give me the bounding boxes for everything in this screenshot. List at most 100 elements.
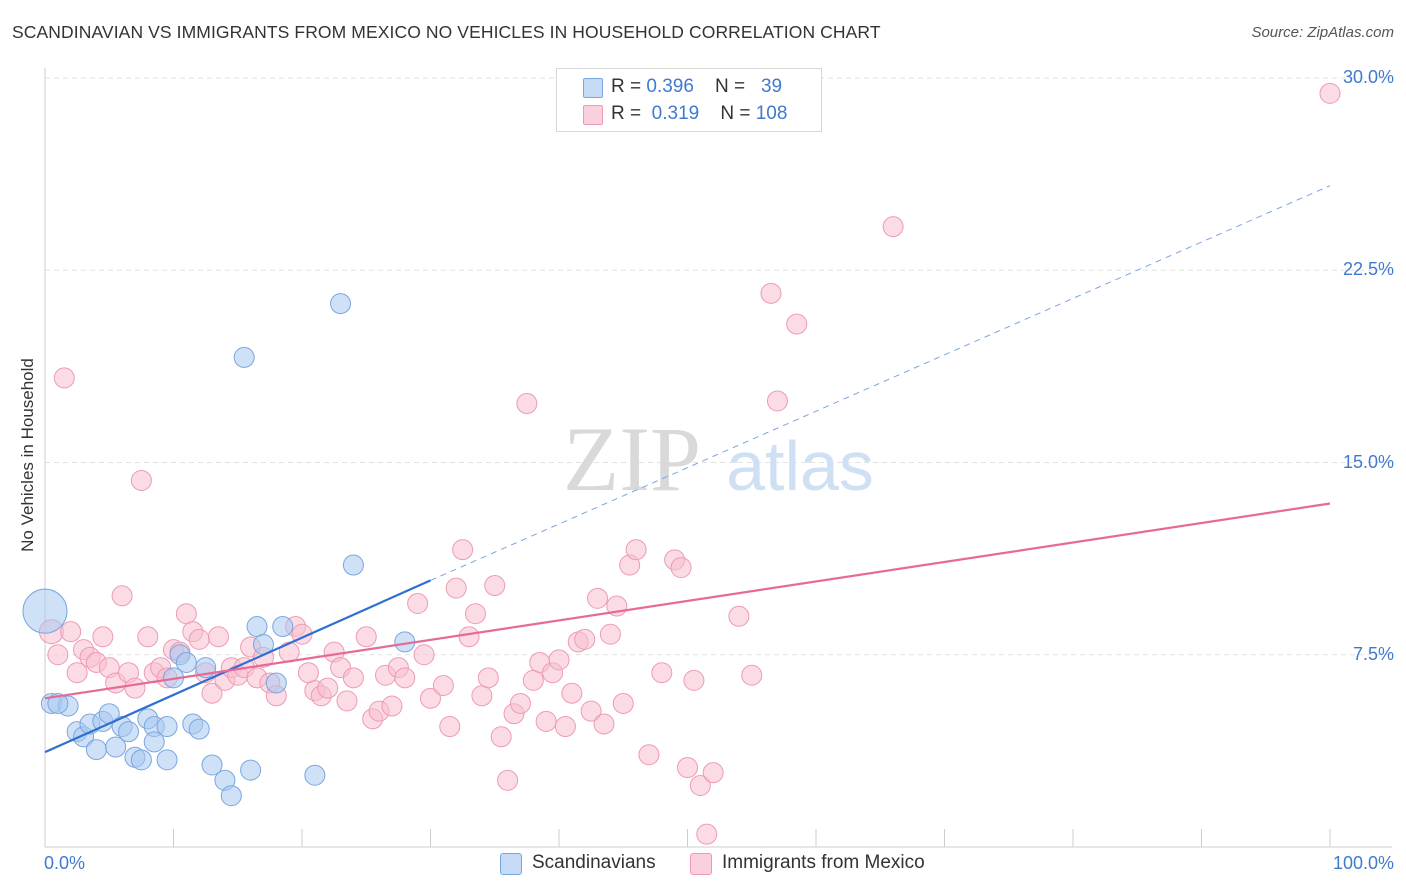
data-point: [554, 716, 576, 738]
data-point: [85, 739, 107, 761]
data-point: [760, 282, 782, 304]
data-point: [330, 293, 352, 315]
legend-r-label: R =: [611, 76, 647, 97]
data-point: [766, 390, 788, 412]
watermark-atlas: atlas: [726, 427, 874, 505]
data-point: [458, 626, 480, 648]
data-point: [394, 667, 416, 689]
correlation-legend: R = 0.396 N = 39 R = 0.319 N = 108: [556, 68, 822, 132]
legend-r-value: 0.319: [651, 103, 700, 124]
trend-line-scandinavians: [44, 579, 431, 754]
data-point: [240, 759, 262, 781]
data-point: [445, 577, 467, 599]
legend-n-value: 39: [760, 76, 783, 97]
data-point: [156, 716, 178, 738]
data-point: [477, 667, 499, 689]
data-point: [432, 675, 454, 697]
data-point: [702, 762, 724, 784]
data-point: [201, 682, 223, 704]
legend-n-value: 108: [755, 103, 788, 124]
legend-n-label: N =: [715, 76, 751, 97]
chart-source: Source: ZipAtlas.com: [1251, 24, 1394, 41]
legend-n-label: N =: [720, 103, 756, 124]
data-point: [574, 628, 596, 650]
data-point: [92, 626, 114, 648]
data-point: [516, 393, 538, 415]
watermark-zip: ZIP: [563, 408, 701, 510]
data-point: [689, 774, 711, 796]
data-point: [207, 626, 229, 648]
data-point: [220, 785, 242, 807]
data-point: [156, 749, 178, 771]
data-point: [22, 588, 68, 634]
data-point: [201, 754, 223, 776]
data-point: [342, 554, 364, 576]
y-tick-label: 15.0%: [1342, 451, 1394, 472]
data-point: [497, 769, 519, 791]
y-tick-label: 30.0%: [1342, 67, 1394, 87]
data-point: [471, 685, 493, 707]
x-tick-label-max: 100.0%: [1332, 853, 1394, 873]
trend-line-immigrants: [44, 502, 1331, 700]
data-point: [297, 662, 319, 684]
series-scandinavians: [22, 293, 416, 807]
legend-swatch-blue: [583, 78, 603, 98]
data-point: [522, 669, 544, 691]
data-point: [60, 621, 82, 643]
data-point: [130, 749, 152, 771]
data-point: [175, 603, 197, 625]
data-point: [124, 677, 146, 699]
data-point: [1319, 82, 1341, 104]
data-point: [612, 692, 634, 714]
data-point: [342, 667, 364, 689]
bottom-legend-label-pink: Immigrants from Mexico: [722, 852, 925, 873]
data-point: [420, 687, 441, 709]
data-point: [53, 367, 75, 389]
chart-title: SCANDINAVIAN VS IMMIGRANTS FROM MEXICO N…: [12, 22, 881, 42]
data-point: [509, 692, 531, 714]
data-point: [317, 677, 339, 699]
data-point: [175, 651, 197, 673]
x-tick-label-min: 0.0%: [44, 853, 86, 873]
trend-lines: [44, 185, 1331, 754]
data-point: [355, 626, 377, 648]
y-tick-label: 22.5%: [1342, 259, 1394, 280]
data-point: [683, 669, 705, 691]
data-point: [587, 587, 609, 609]
legend-r-label: R =: [611, 103, 647, 124]
legend-swatch-pink: [583, 105, 603, 125]
watermark: ZIP atlas: [563, 408, 874, 510]
axes: [44, 68, 1392, 848]
data-point: [272, 616, 294, 638]
data-point: [741, 664, 763, 686]
data-point: [670, 557, 692, 579]
data-point: [407, 592, 429, 614]
data-point: [638, 744, 660, 766]
data-point: [66, 662, 88, 684]
data-point: [137, 626, 159, 648]
data-point: [111, 585, 133, 607]
data-point: [882, 216, 904, 238]
data-point: [188, 628, 210, 650]
data-point: [47, 644, 69, 666]
data-point: [490, 726, 512, 748]
data-point: [464, 603, 486, 625]
data-point: [439, 716, 461, 738]
y-tick-label: 7.5%: [1352, 643, 1394, 664]
data-point: [535, 710, 557, 732]
data-point: [651, 662, 673, 684]
trend-line-scandinavians-extension: [430, 185, 1331, 581]
data-point: [105, 736, 127, 758]
data-point: [548, 649, 570, 671]
data-point: [381, 695, 403, 717]
data-point: [677, 757, 698, 779]
data-point: [130, 469, 152, 491]
data-point: [47, 692, 69, 714]
data-point: [246, 616, 268, 638]
bottom-legend-swatch-pink: [690, 853, 712, 875]
data-point: [233, 346, 255, 368]
bottom-legend-label-blue: Scandinavians: [532, 852, 656, 873]
data-point: [304, 764, 326, 786]
data-point: [188, 718, 210, 740]
